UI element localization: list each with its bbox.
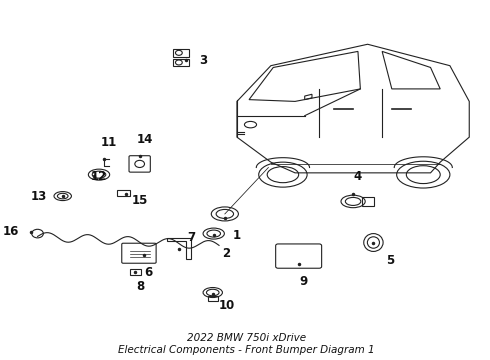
Text: 9: 9 (299, 275, 308, 288)
Text: 7: 7 (187, 231, 195, 244)
Bar (173, 59, 189, 66)
Text: 13: 13 (30, 190, 47, 203)
Bar (118, 190, 129, 196)
Bar (208, 296, 218, 301)
Text: 14: 14 (136, 133, 153, 146)
Bar (362, 197, 374, 206)
Text: 11: 11 (100, 136, 117, 149)
Text: 2: 2 (222, 247, 230, 260)
Text: 1: 1 (233, 229, 241, 242)
Text: 3: 3 (199, 54, 207, 67)
Bar (173, 49, 189, 57)
Text: 8: 8 (136, 280, 144, 293)
Text: 10: 10 (219, 298, 235, 311)
Text: 4: 4 (354, 170, 362, 183)
Text: 12: 12 (91, 170, 107, 183)
Text: 15: 15 (132, 194, 148, 207)
Text: 2022 BMW 750i xDrive
Electrical Components - Front Bumper Diagram 1: 2022 BMW 750i xDrive Electrical Componen… (118, 333, 375, 355)
Text: 16: 16 (3, 225, 19, 238)
Text: 6: 6 (145, 266, 153, 279)
Text: 5: 5 (386, 254, 394, 267)
Bar (129, 269, 141, 275)
